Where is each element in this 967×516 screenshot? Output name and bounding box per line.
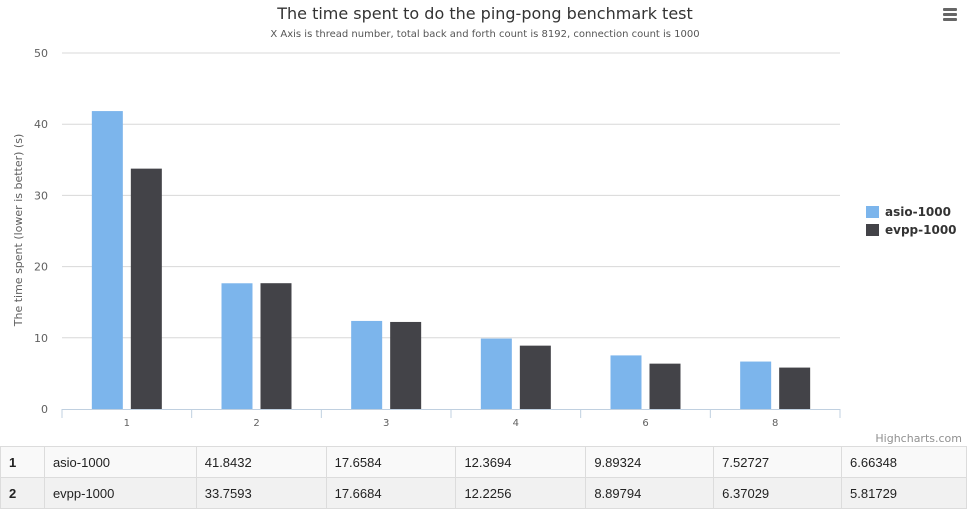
legend-item-evpp-1000[interactable]: evpp-1000 (885, 223, 957, 237)
value-cell: 7.52727 (713, 446, 843, 478)
bar-evpp-1000-1[interactable] (130, 168, 162, 409)
credits-link[interactable]: Highcharts.com (875, 432, 962, 445)
y-tick-label: 20 (34, 261, 48, 274)
legend-swatch-asio-1000[interactable] (866, 206, 879, 218)
legend-swatch-evpp-1000[interactable] (866, 224, 879, 236)
x-axis: 1 2 3 4 6 8 (61, 409, 841, 429)
value-cell: 12.2256 (455, 477, 587, 509)
bar-evpp-1000-4[interactable] (519, 345, 551, 409)
bar-asio-1000-6[interactable] (610, 355, 642, 409)
value-cell: 17.6584 (325, 446, 457, 478)
y-tick-label: 50 (34, 47, 48, 60)
bar-evpp-1000-6[interactable] (649, 363, 681, 409)
data-table: 1 asio-1000 41.8432 17.6584 12.3694 9.89324 7.… (0, 446, 967, 509)
bars (91, 111, 811, 409)
row-index-cell: 1 (0, 446, 45, 478)
x-tick-label: 8 (772, 418, 778, 429)
value-cell: 12.3694 (455, 446, 587, 478)
value-cell: 6.37029 (713, 477, 843, 509)
value-cell: 41.8432 (195, 446, 327, 478)
x-tick-label: 3 (383, 418, 389, 429)
x-tick-label: 4 (513, 418, 519, 429)
series-name-cell: evpp-1000 (43, 477, 197, 509)
legend-item-asio-1000[interactable]: asio-1000 (885, 205, 951, 219)
value-cell: 5.81729 (841, 477, 967, 509)
table-row: 2 evpp-1000 33.7593 17.6684 12.2256 8.89794 6.… (0, 477, 967, 509)
table-row: 1 asio-1000 41.8432 17.6584 12.3694 9.89324 7.… (0, 446, 967, 478)
y-tick-label: 30 (34, 189, 48, 202)
row-index-cell: 2 (0, 477, 45, 509)
value-cell: 33.7593 (195, 477, 327, 509)
bar-evpp-1000-8[interactable] (779, 367, 811, 409)
bar-asio-1000-2[interactable] (221, 283, 253, 409)
hamburger-menu-icon (943, 8, 957, 11)
bar-evpp-1000-3[interactable] (390, 321, 422, 409)
y-tick-label: 0 (41, 403, 48, 416)
bar-asio-1000-4[interactable] (480, 338, 512, 409)
chart-title: The time spent to do the ping-pong bench… (276, 4, 693, 23)
bar-evpp-1000-2[interactable] (260, 283, 292, 409)
chart-menu-button[interactable] (940, 6, 962, 26)
bar-asio-1000-1[interactable] (91, 111, 123, 409)
value-cell: 6.66348 (841, 446, 967, 478)
chart: The time spent to do the ping-pong bench… (12, 4, 962, 445)
hamburger-menu-icon-bar (943, 18, 957, 21)
grid-lines: 0 10 20 30 40 50 (34, 47, 840, 416)
x-tick-label: 6 (642, 418, 648, 429)
bar-asio-1000-8[interactable] (740, 361, 772, 409)
chart-subtitle: X Axis is thread number, total back and … (270, 29, 699, 40)
bar-asio-1000-3[interactable] (351, 320, 383, 409)
hamburger-menu-icon-bar (943, 13, 957, 16)
legend: asio-1000 evpp-1000 (866, 205, 957, 237)
value-cell: 8.89794 (585, 477, 715, 509)
value-cell: 9.89324 (585, 446, 715, 478)
y-tick-label: 40 (34, 118, 48, 131)
x-tick-label: 1 (124, 418, 130, 429)
y-axis-label: The time spent (lower is better) (s) (12, 134, 25, 327)
series-name-cell: asio-1000 (43, 446, 197, 478)
x-tick-label: 2 (253, 418, 259, 429)
value-cell: 17.6684 (325, 477, 457, 509)
y-tick-label: 10 (34, 332, 48, 345)
